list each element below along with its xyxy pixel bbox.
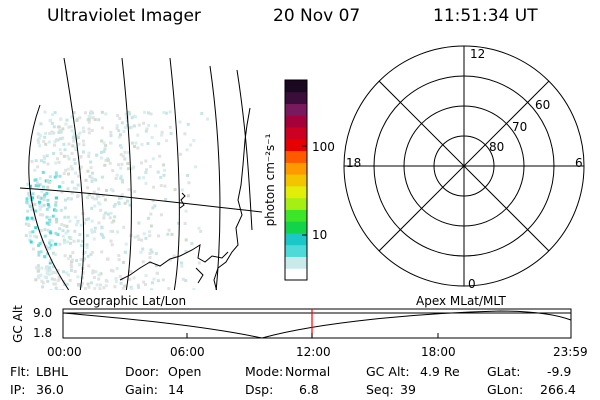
glon-value: 266.4 [540,382,576,397]
instrument-title: Ultraviolet Imager [47,6,201,26]
altitude-y-tick-min: 1.8 [33,326,53,340]
coastline-bay [195,267,204,284]
time-tick-0600: 06:00 [170,345,205,359]
seq-label: Seq: [366,382,394,397]
altitude-curve [62,310,572,339]
door-value: Open [168,364,202,379]
latitude-line [19,187,262,213]
mode-value: Normal [285,364,331,379]
date-label: 20 Nov 07 [273,6,361,26]
colorbar-segment [285,209,307,222]
colorbar-tick-label-100: 100 [312,140,335,154]
dsp-value: 6.8 [299,382,319,397]
time-tick-1200: 12:00 [296,345,331,359]
time-tick-2359: 23:59 [553,345,588,359]
colorbar-segment [285,162,307,175]
colorbar-segment [285,115,307,128]
colorbar-segment [285,127,307,140]
colorbar-frame [284,79,308,281]
mlt-label-0: 0 [468,277,476,291]
geographic-label: Geographic Lat/Lon [69,294,187,308]
gc-alt-value: 4.9 Re [420,364,460,379]
ip-label: IP: [10,382,26,397]
lat-label-70: 70 [512,120,528,134]
time-tick-0000: 00:00 [47,345,82,359]
colorbar-segment [285,185,307,199]
colorbar [284,79,308,281]
colorbar-segment [285,174,307,187]
glat-label: GLat: [487,364,521,379]
altitude-y-tick-max: 9.0 [33,306,53,320]
polar-plot [343,45,585,287]
lat-label-60: 60 [535,98,551,112]
colorbar-segment [285,232,307,246]
mlt-label-18: 18 [346,156,362,170]
time-tick-1800: 18:00 [421,345,456,359]
colorbar-segment [285,197,307,210]
colorbar-segment [285,150,307,163]
time-label: 11:51:34 UT [433,6,538,26]
filter-value: LBHL [36,364,68,379]
colorbar-segment [285,80,307,93]
door-label: Door: [125,364,160,379]
colorbar-segment [285,138,307,152]
apex-label: Apex MLat/MLT [416,294,506,308]
gain-label: Gain: [125,382,158,397]
mode-label: Mode: [245,364,284,379]
filter-label: Flt: [10,364,30,379]
glat-value: -9.9 [547,364,572,379]
dsp-label: Dsp: [245,382,274,397]
colorbar-segment [285,91,307,105]
altitude-frame [62,308,572,339]
lat-label-80: 80 [489,140,505,154]
colorbar-unit-label: photon cm⁻²s⁻¹ [263,133,277,227]
colorbar-segment [285,244,307,257]
colorbar-segments [285,80,307,281]
colorbar-tick-label-10: 10 [312,228,328,242]
colorbar-segment [285,268,307,281]
gc-alt-label: GC Alt: [366,364,410,379]
ip-value: 36.0 [36,382,64,397]
earth-image [19,57,262,290]
colorbar-segment [285,221,307,234]
altitude-x-ticks [186,333,439,338]
mlt-label-12: 12 [470,47,486,61]
gain-value: 14 [168,382,184,397]
altitude-axis-label: GC Alt [11,305,25,343]
colorbar-segment [285,103,307,116]
colorbar-segment [285,256,307,269]
coastline-east [213,107,251,290]
coastline-south [119,243,229,281]
mlt-label-6: 6 [575,156,583,170]
altitude-plot [62,308,572,339]
earth-limb [28,104,70,290]
glon-label: GLon: [487,382,524,397]
polar-diagonal-2 [378,80,550,252]
seq-value: 39 [400,382,416,397]
auroral-emission-speckle [24,110,209,290]
coastline-island [179,192,186,209]
